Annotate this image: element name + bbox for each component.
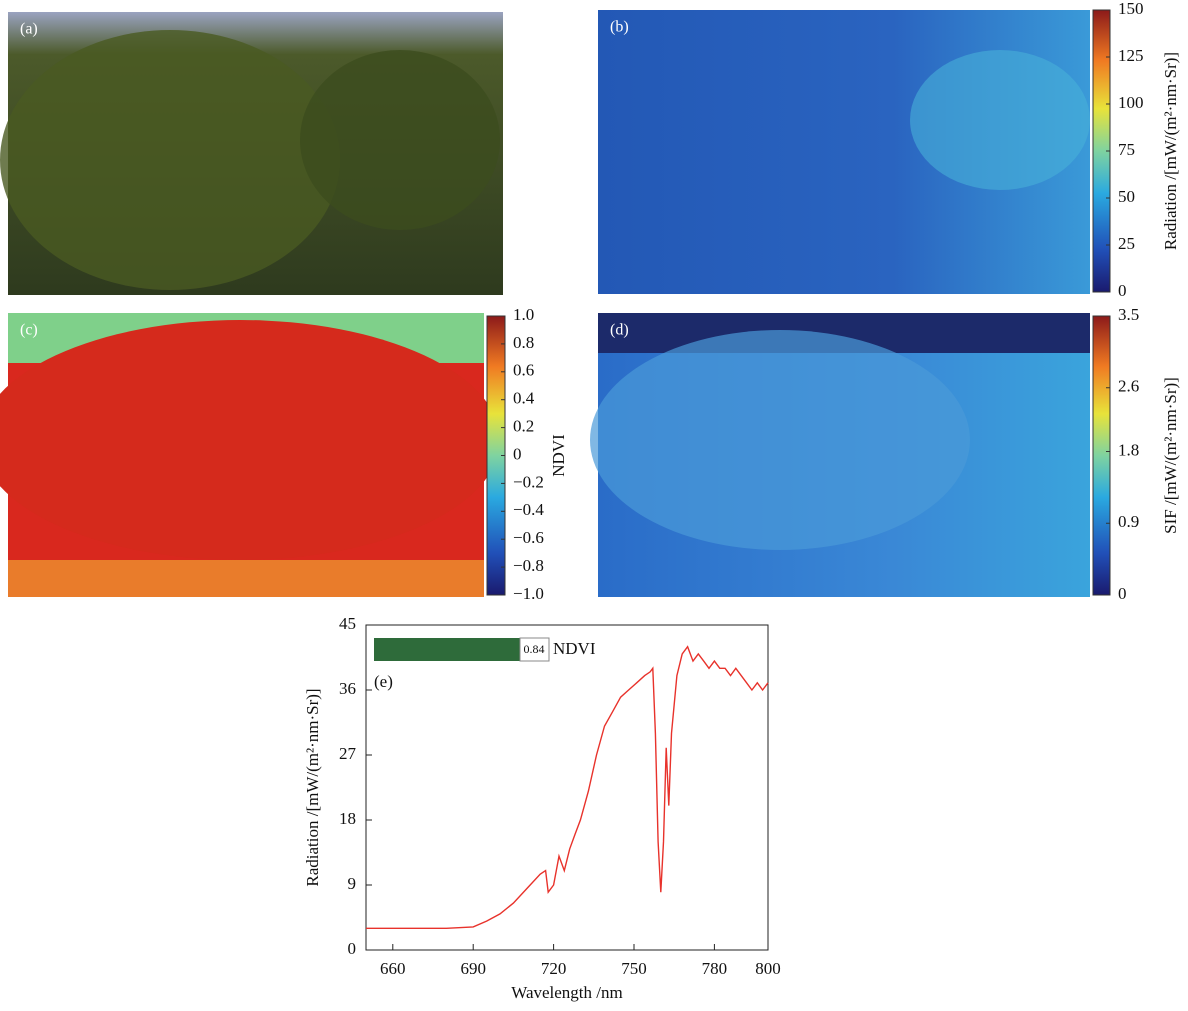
colorbar-tick-label: 0.2 [513, 417, 534, 436]
colorbar-tick-label: −0.4 [513, 500, 544, 519]
colorbar-tick-label: 1.8 [1118, 440, 1139, 459]
y-axis-label: Radiation /[mW/(m²·nm·Sr)] [303, 688, 322, 886]
colorbar-tick-label: 0.4 [513, 389, 535, 408]
colorbar-tick-label: 150 [1118, 0, 1144, 18]
colorbar-tick-label: 0 [513, 444, 522, 463]
colorbar-label: SIF /[mW/(m²·nm·Sr)] [1161, 377, 1180, 534]
colorbar-tick-label: −0.2 [513, 472, 544, 491]
x-axis-label: Wavelength /nm [511, 983, 622, 1002]
legend-value-box [519, 637, 550, 662]
colorbar-tick-label: 2.6 [1118, 377, 1139, 396]
colorbar-label: NDVI [549, 434, 568, 477]
y-tick-label: 36 [339, 679, 356, 698]
colorbar-label: Radiation /[mW/(m²·nm·Sr)] [1161, 52, 1180, 250]
colorbar-tick-label: −0.8 [513, 556, 544, 575]
plot-frame [365, 624, 769, 951]
y-tick-label: 18 [339, 809, 356, 828]
x-tick-label: 800 [755, 959, 781, 978]
colorbar-tick-label: 50 [1118, 187, 1135, 206]
colorbar-tick-label: −0.6 [513, 528, 544, 547]
panel-images [0, 10, 1090, 597]
colorbar-tick-label: 0 [1118, 281, 1127, 300]
spectrum-line [366, 645, 769, 929]
x-tick-label: 720 [541, 959, 567, 978]
colorbar-tick-label: 0.6 [513, 361, 534, 380]
colorbar-tick-label: 1.0 [513, 305, 534, 324]
x-tick-label: 780 [702, 959, 728, 978]
panel-label: (e) [374, 672, 393, 691]
colorbar-tick-label: 0 [1118, 584, 1127, 603]
panel-label: (c) [20, 322, 38, 339]
x-tick-label: 750 [621, 959, 647, 978]
legend-value: 0.84 [524, 642, 545, 656]
y-tick-label: 9 [348, 874, 357, 893]
y-tick-label: 0 [348, 939, 357, 958]
legend-label: NDVI [553, 639, 596, 658]
colorbar-tick-label: 125 [1118, 46, 1144, 65]
colorbar-tick-label: 0.9 [1118, 512, 1139, 531]
panel-label: (d) [610, 322, 629, 339]
y-tick-label: 45 [339, 614, 356, 633]
colorbar-tick-label: 100 [1118, 93, 1144, 112]
colorbar [1092, 315, 1111, 596]
x-tick-label: 690 [460, 959, 486, 978]
panel-label: (b) [610, 19, 629, 36]
colorbar-tick-label: −1.0 [513, 584, 544, 603]
panel-label: (a) [20, 21, 38, 38]
colorbar-tick-label: 75 [1118, 140, 1135, 159]
colorbar-tick-label: 0.8 [513, 333, 534, 352]
y-tick-label: 27 [339, 744, 357, 763]
colorbar-tick-label: 25 [1118, 234, 1135, 253]
colorbar-tick-label: 3.5 [1118, 305, 1139, 324]
x-tick-label: 660 [380, 959, 406, 978]
legend-bar [374, 638, 520, 661]
